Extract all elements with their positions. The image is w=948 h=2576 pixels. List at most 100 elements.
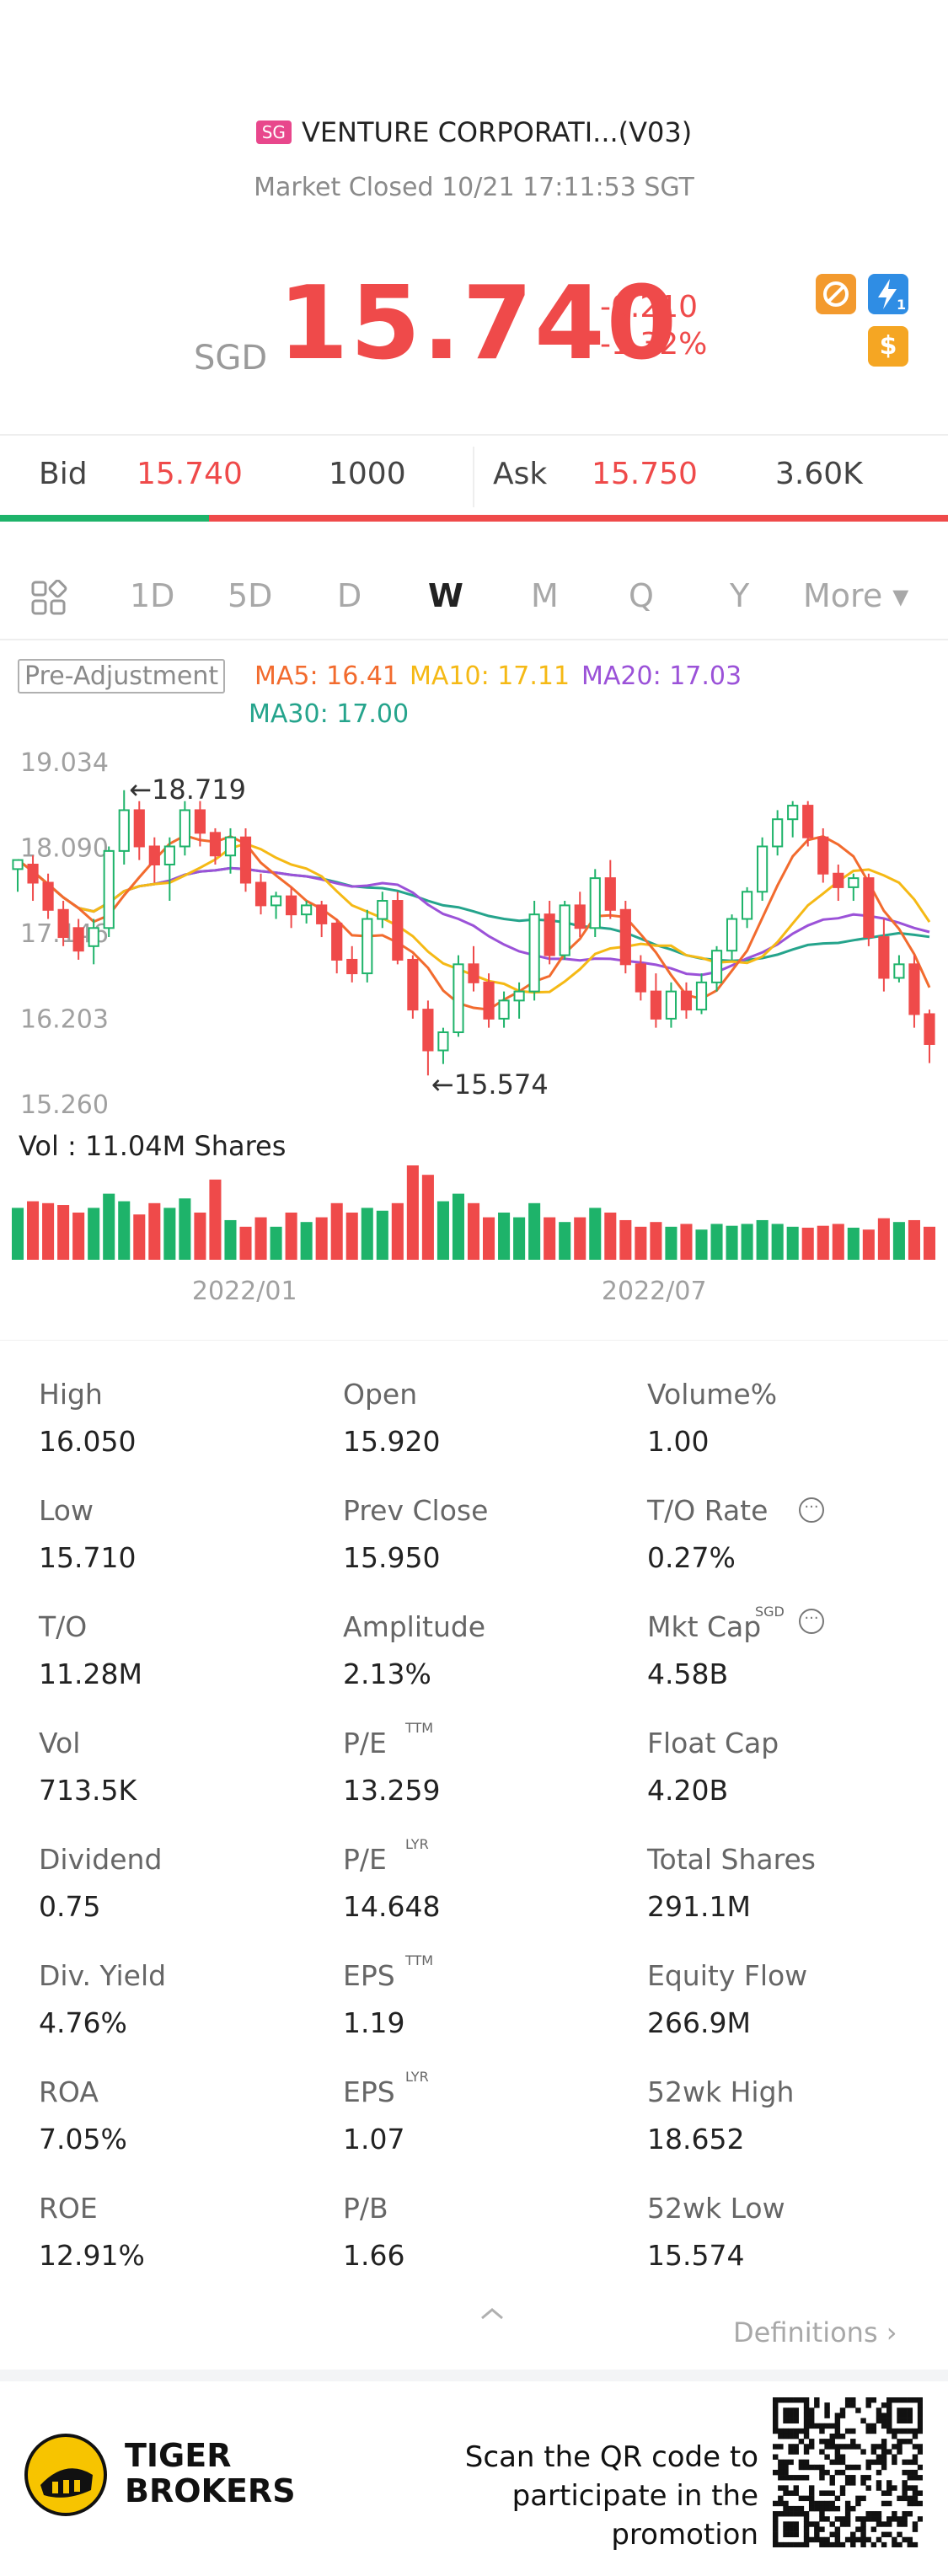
candle-body — [544, 913, 555, 956]
qr-module — [912, 2485, 919, 2491]
qr-module — [798, 2475, 805, 2481]
qr-module — [870, 2428, 877, 2434]
qr-module — [824, 2469, 830, 2476]
tab-1d[interactable]: 1D — [130, 577, 175, 614]
qr-module — [860, 2526, 866, 2532]
qr-module — [798, 2439, 805, 2445]
qr-module — [912, 2521, 919, 2527]
qr-module — [814, 2464, 820, 2471]
volume-label: Vol : 11.04M Shares — [19, 1130, 286, 1162]
y-tick-label: 16.203 — [20, 1005, 109, 1035]
currency-label: SGD — [194, 339, 268, 378]
qr-module — [793, 2433, 799, 2439]
tab-more[interactable]: More ▾ — [803, 577, 909, 614]
qr-module — [793, 2490, 799, 2496]
tab-w[interactable]: W — [428, 577, 463, 614]
tab-m[interactable]: M — [531, 577, 559, 614]
qr-module — [803, 2449, 810, 2455]
qr-module — [897, 2495, 902, 2502]
qr-module — [855, 2526, 861, 2532]
candle-body — [453, 963, 464, 1034]
qr-module — [778, 2444, 784, 2450]
qr-module — [839, 2413, 846, 2418]
qr-code[interactable] — [773, 2397, 923, 2547]
no-trade-icon[interactable] — [816, 274, 856, 314]
candle-body — [224, 836, 237, 857]
candle-body — [407, 958, 419, 1011]
qr-module — [907, 2485, 913, 2491]
qr-module — [819, 2490, 825, 2496]
qr-module — [814, 2397, 820, 2403]
dollar-icon[interactable]: $ — [868, 326, 908, 367]
to-rate-info-icon[interactable]: ··· — [799, 1497, 824, 1523]
qr-module — [912, 2433, 919, 2439]
qr-module — [798, 2511, 805, 2517]
svg-text:1: 1 — [897, 297, 906, 313]
stat-value: 0.27% — [647, 1541, 736, 1574]
volume-bar — [817, 1225, 829, 1260]
volume-bar — [148, 1202, 161, 1260]
qr-module — [778, 2541, 784, 2547]
stat-value: 266.9M — [647, 2006, 751, 2039]
volume-bar — [406, 1165, 419, 1260]
bid-ask-separator — [473, 447, 474, 507]
tab-q[interactable]: Q — [629, 577, 654, 614]
stat-label: 52wk Low — [647, 2192, 785, 2225]
qr-module — [819, 2541, 825, 2547]
lightning-level1-icon[interactable]: 1 — [868, 274, 908, 314]
qr-module — [892, 2428, 897, 2434]
chart-grid-icon[interactable] — [30, 579, 67, 620]
tab-5d[interactable]: 5D — [228, 577, 273, 614]
qr-module — [897, 2449, 902, 2455]
qr-module — [834, 2444, 841, 2450]
candle-body — [863, 877, 875, 939]
definitions-link[interactable]: Definitions › — [733, 2316, 897, 2348]
qr-module — [824, 2541, 830, 2547]
volume-bar — [847, 1227, 860, 1260]
qr-module — [876, 2480, 882, 2486]
candle-body — [742, 891, 753, 920]
qr-module — [808, 2495, 815, 2502]
stat-superscript: LYR — [405, 1836, 429, 1852]
volume-bar — [832, 1224, 844, 1260]
ask-price: 15.750 — [592, 457, 698, 491]
qr-module — [798, 2464, 805, 2471]
stat-value: 12.91% — [39, 2239, 145, 2272]
qr-module — [902, 2407, 908, 2413]
qr-module — [803, 2444, 810, 2450]
tab-y[interactable]: Y — [730, 577, 750, 614]
candle-body — [589, 877, 601, 929]
volume-bar — [786, 1226, 799, 1260]
volume-bar — [544, 1217, 556, 1260]
stat-label: P/B — [343, 2192, 388, 2225]
qr-module — [783, 2433, 789, 2439]
candle-body — [710, 950, 723, 983]
qr-module — [834, 2526, 841, 2532]
qr-module — [886, 2485, 892, 2491]
ask-volume-bar — [208, 515, 948, 522]
volume-bar — [254, 1217, 267, 1260]
candle-body — [194, 809, 206, 834]
stat-label: Open — [343, 1378, 418, 1411]
qr-module — [803, 2521, 810, 2527]
qr-module — [834, 2531, 841, 2538]
stat-value: 0.75 — [39, 1890, 101, 1923]
candle-body — [254, 881, 267, 907]
qr-module — [865, 2428, 871, 2434]
collapse-chevron-icon[interactable] — [477, 2303, 507, 2327]
volume-bar — [103, 1193, 115, 1260]
volume-bar — [42, 1202, 55, 1260]
qr-module — [778, 2485, 784, 2491]
mkt-cap-info-icon[interactable]: ··· — [799, 1609, 824, 1634]
qr-module — [788, 2475, 794, 2481]
tab-d[interactable]: D — [337, 577, 362, 614]
qr-module — [819, 2464, 825, 2471]
qr-module — [783, 2500, 789, 2507]
qr-module — [902, 2428, 908, 2434]
qr-module — [773, 2407, 779, 2413]
pre-adjustment-toggle[interactable]: Pre-Adjustment — [18, 659, 226, 694]
ma30-legend: MA30: 17.00 — [249, 699, 410, 729]
qr-module — [773, 2423, 779, 2429]
stat-value: 11.28M — [39, 1658, 142, 1690]
